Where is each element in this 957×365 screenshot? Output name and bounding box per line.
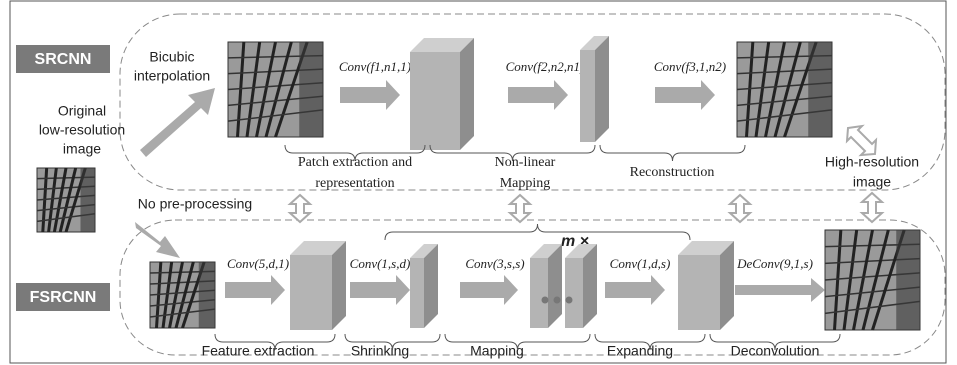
layer-front bbox=[410, 52, 460, 150]
stage-label: Non-linear bbox=[495, 155, 556, 170]
dot bbox=[554, 297, 561, 304]
op-label: Conv(f3,1,n2) bbox=[654, 59, 726, 74]
stage-label: Reconstruction bbox=[630, 165, 715, 180]
arrow bbox=[605, 275, 665, 305]
stage-label: Shrinking bbox=[351, 343, 409, 359]
input-label: low-resolution bbox=[39, 122, 125, 138]
output-label: image bbox=[853, 174, 891, 190]
double-arrow bbox=[510, 195, 530, 222]
brace bbox=[600, 145, 745, 161]
arrow bbox=[508, 80, 568, 110]
layer-front bbox=[678, 255, 720, 330]
fsrcnn-label: FSRCNN bbox=[30, 289, 97, 306]
layer-side bbox=[720, 241, 734, 330]
layer-side bbox=[332, 241, 346, 330]
layer-side bbox=[583, 244, 597, 328]
layer-front bbox=[530, 258, 548, 328]
input-label: image bbox=[63, 141, 101, 157]
brace bbox=[385, 224, 690, 240]
wing-edge bbox=[896, 230, 920, 330]
no-pre-label: No pre-processing bbox=[138, 196, 252, 212]
op-label: DeConv(9,1,s) bbox=[736, 256, 813, 271]
arrow bbox=[460, 275, 518, 305]
layer-front bbox=[410, 258, 424, 328]
stage-label: Mapping bbox=[500, 176, 551, 191]
wing-edge bbox=[299, 42, 323, 137]
diagram: SRCNN FSRCNN Original low-resolution ima… bbox=[0, 0, 957, 365]
op-label: Conv(3,s,s) bbox=[465, 256, 524, 271]
layer-front bbox=[580, 50, 595, 142]
layer-side bbox=[424, 244, 438, 328]
layer-side bbox=[460, 38, 474, 150]
double-arrow bbox=[730, 195, 750, 222]
stage-label: representation bbox=[315, 176, 394, 191]
arrow bbox=[140, 88, 215, 157]
layer-side bbox=[595, 36, 609, 142]
dot bbox=[542, 297, 549, 304]
layer-side bbox=[548, 244, 562, 328]
op-label: Conv(f2,n2,n1) bbox=[506, 59, 585, 74]
double-arrow bbox=[862, 193, 882, 222]
layer-front bbox=[565, 258, 583, 328]
arrow bbox=[340, 80, 400, 110]
output-label: High-resolution bbox=[825, 154, 919, 170]
op-label: Conv(1,d,s) bbox=[610, 256, 671, 271]
arrow bbox=[225, 275, 285, 305]
arrow bbox=[135, 222, 180, 258]
stage-label: Feature extraction bbox=[202, 343, 315, 359]
arrow bbox=[735, 278, 825, 302]
wing-edge bbox=[81, 168, 96, 232]
bicubic-label: interpolation bbox=[134, 68, 210, 84]
stage-label: Deconvolution bbox=[731, 343, 820, 359]
wing-edge bbox=[808, 42, 832, 137]
op-label: Conv(1,s,d) bbox=[350, 256, 411, 271]
dot bbox=[566, 297, 573, 304]
arrow bbox=[655, 80, 715, 110]
stage-label: Expanding bbox=[607, 343, 673, 359]
input-label: Original bbox=[58, 103, 106, 119]
double-arrow bbox=[290, 195, 310, 222]
bicubic-label: Bicubic bbox=[149, 49, 194, 65]
srcnn-label: SRCNN bbox=[35, 51, 92, 68]
arrow bbox=[350, 275, 410, 305]
double-arrow bbox=[847, 126, 876, 155]
wing-edge bbox=[199, 262, 215, 328]
layer-front bbox=[290, 255, 332, 330]
op-label: Conv(f1,n1,1) bbox=[339, 59, 411, 74]
op-label: Conv(5,d,1) bbox=[227, 256, 289, 271]
